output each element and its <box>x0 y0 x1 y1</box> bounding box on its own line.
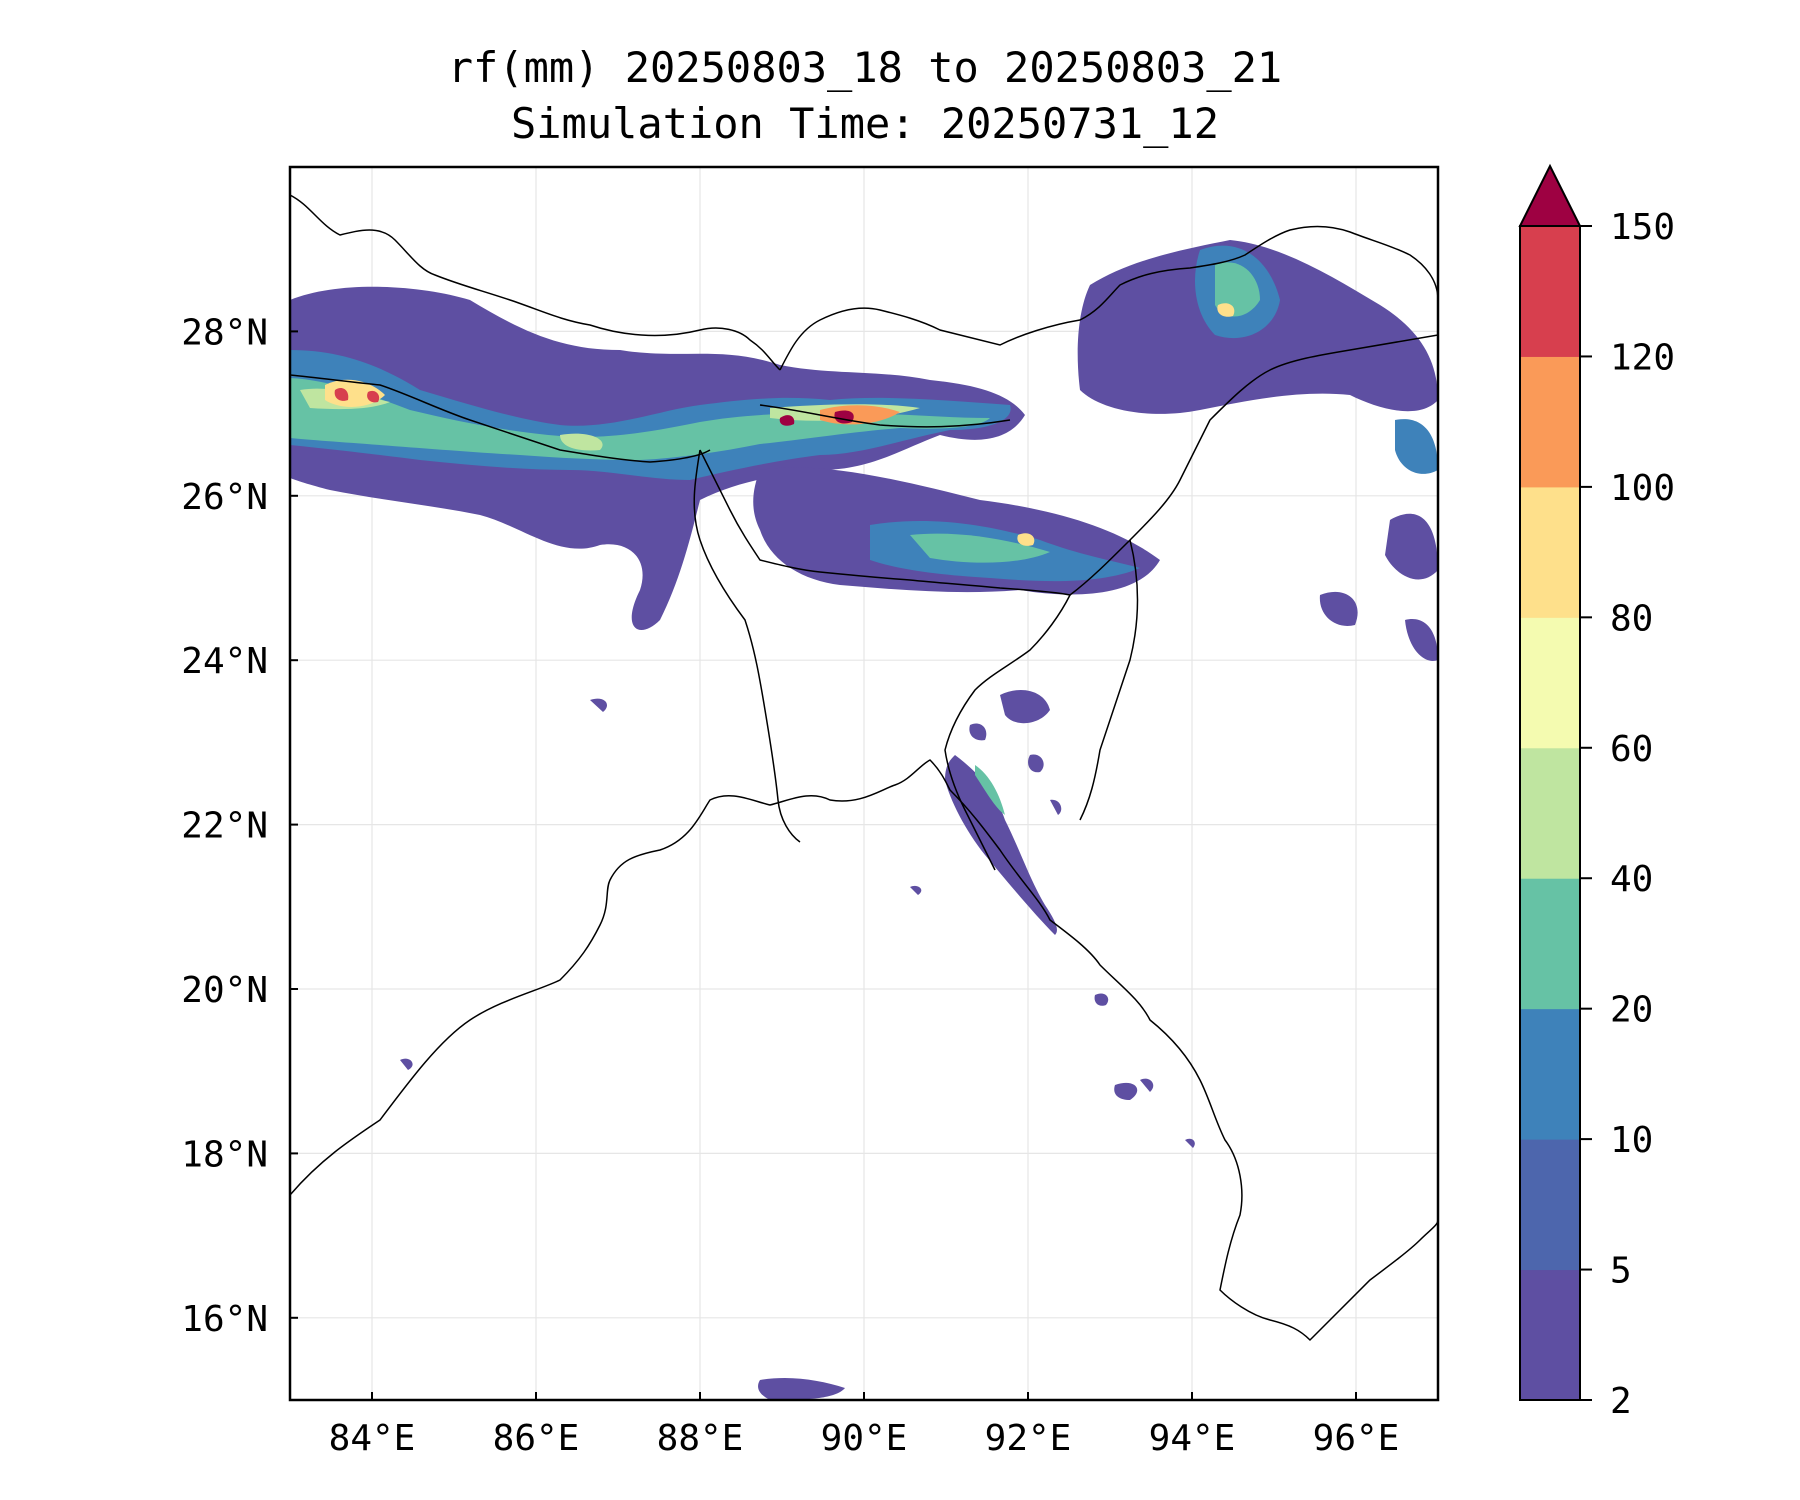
rainfall-field <box>290 240 1438 1400</box>
rain-core-arunachal <box>1217 303 1235 317</box>
lon-tick-label: 92°E <box>985 1418 1072 1459</box>
colorbar-tick-label: 150 <box>1610 207 1675 248</box>
map-area: 84°E 86°E 88°E 90°E 92°E 94°E 96°E 16°N 18°N 20°… <box>181 165 1440 1459</box>
rain-band-meghalaya-inner <box>910 533 1050 563</box>
rain-cell-east <box>1395 419 1438 474</box>
rain-core-east-peak <box>779 410 854 426</box>
colorbar-tick-label: 10 <box>1610 1120 1653 1161</box>
colorbar-segment <box>1520 1139 1580 1271</box>
colorbar-segment <box>1520 878 1580 1010</box>
lat-tick-label: 24°N <box>181 641 268 682</box>
colorbar-segment <box>1520 747 1580 879</box>
rain-band-north-inner <box>290 378 990 460</box>
lon-tick-label: 88°E <box>657 1418 744 1459</box>
lon-tick-label: 90°E <box>821 1418 908 1459</box>
border-bhutan-south <box>759 404 1011 428</box>
colorbar-segment <box>1520 486 1580 618</box>
lat-tick-label: 16°N <box>181 1299 268 1340</box>
colorbar-segment <box>1520 617 1580 749</box>
colorbar-tick-label: 40 <box>1610 859 1653 900</box>
lon-tick-label: 86°E <box>493 1418 580 1459</box>
map-title-line2: Simulation Time: 20250731_12 <box>511 99 1219 148</box>
lon-tick-label: 96°E <box>1313 1418 1400 1459</box>
border-nepal-india-south <box>290 374 711 463</box>
colorbar: 2 5 10 20 40 60 80 100 120 150 <box>1518 163 1675 1422</box>
colorbar-tick-label: 100 <box>1610 468 1675 509</box>
border-sikkim-bhutan <box>779 225 1438 371</box>
colorbar-segment <box>1520 226 1580 357</box>
lat-tick-label: 20°N <box>181 970 268 1011</box>
colorbar-segment <box>1520 356 1580 488</box>
lat-tick-label: 22°N <box>181 806 268 847</box>
colorbar-frame <box>1519 225 1581 1401</box>
longitude-ticks: 84°E 86°E 88°E 90°E 92°E 94°E 96°E <box>329 1392 1400 1459</box>
colorbar-segment <box>1520 1269 1580 1401</box>
lat-tick-label: 28°N <box>181 312 268 353</box>
rain-band-north-light <box>300 388 920 451</box>
rain-patches-east-bangladesh <box>969 690 1062 815</box>
lat-tick-label: 18°N <box>181 1134 268 1175</box>
colorbar-extend-arrow <box>1518 163 1582 227</box>
border-myanmar-india <box>1069 334 1438 821</box>
colorbar-tick-label: 80 <box>1610 598 1653 639</box>
rain-cell-east-south <box>1319 513 1438 661</box>
colorbar-tick-label: 5 <box>1610 1251 1632 1292</box>
colorbar-tick-label: 120 <box>1610 337 1675 378</box>
map-title-line1: rf(mm) 20250803_18 to 20250803_21 <box>448 43 1282 92</box>
indian-east-coastline <box>290 759 1438 1342</box>
rain-band-chittagong-inner <box>975 765 1005 815</box>
border-nepal-north <box>290 194 781 371</box>
rain-cluster-arunachal-inner <box>1215 262 1260 317</box>
colorbar-tick-label: 2 <box>1610 1381 1632 1422</box>
lat-tick-label: 26°N <box>181 477 268 518</box>
colorbar-segment <box>1520 1008 1580 1140</box>
rain-core-meghalaya <box>1017 533 1035 546</box>
colorbar-tick-label: 60 <box>1610 729 1653 770</box>
coastlines-and-borders <box>290 194 1438 1342</box>
rain-core-west-peak <box>334 388 380 403</box>
lon-tick-label: 94°E <box>1149 1418 1236 1459</box>
lon-tick-label: 84°E <box>329 1418 416 1459</box>
border-bangladesh <box>693 449 1072 871</box>
colorbar-tick-label: 20 <box>1610 990 1653 1031</box>
latitude-ticks: 16°N 18°N 20°N 22°N 24°N 26°N 28°N <box>181 312 298 1340</box>
